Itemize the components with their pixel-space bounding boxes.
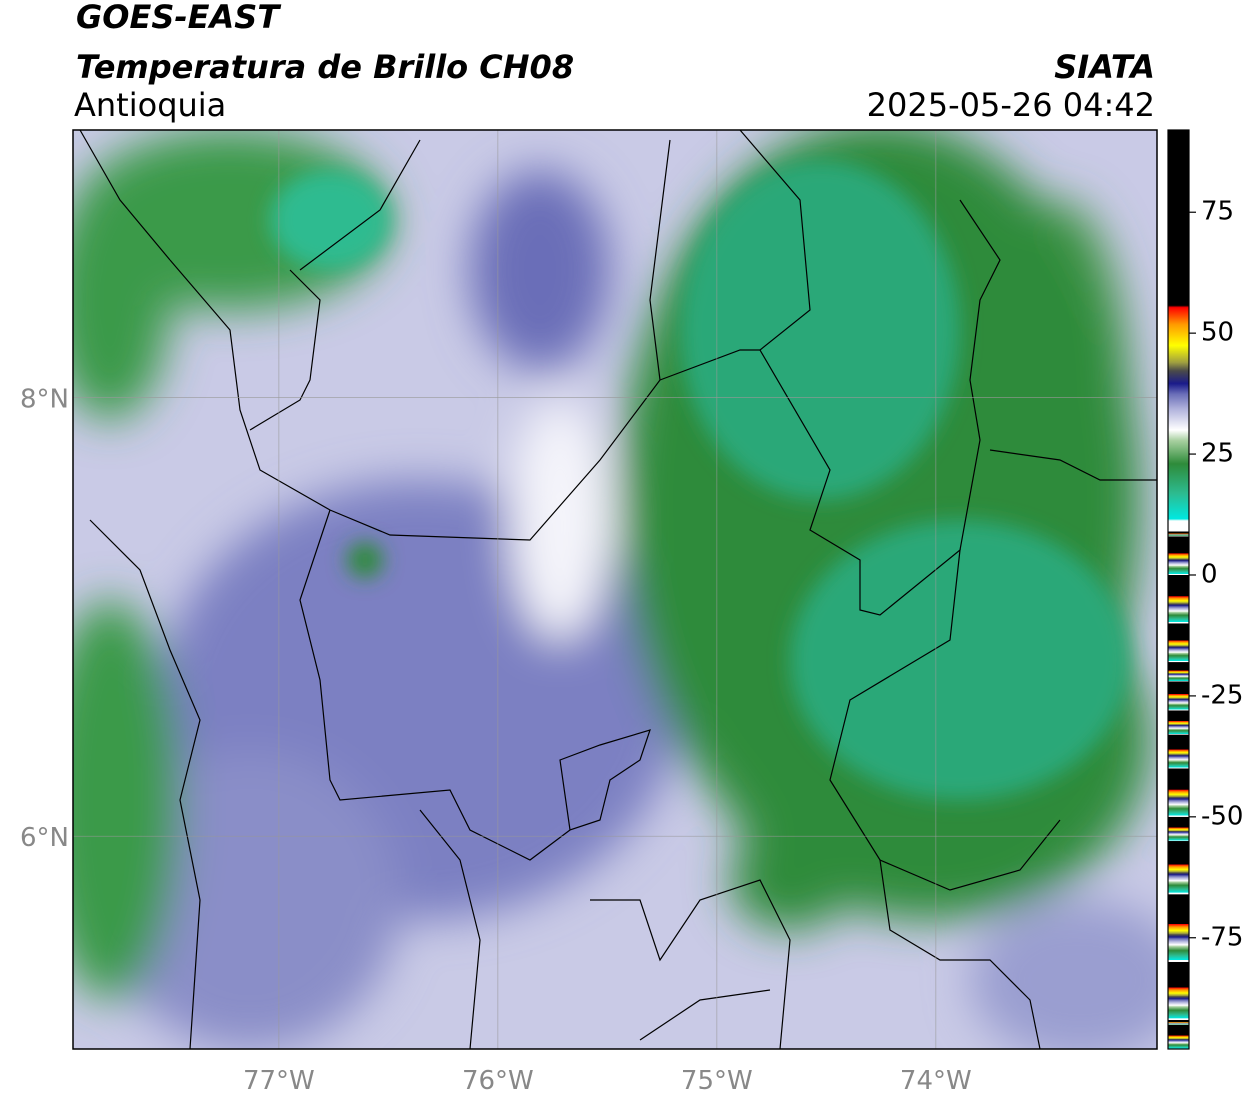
colorbar-segment: [1168, 1024, 1189, 1049]
map-frame: [72, 129, 1158, 1050]
colorbar-segment: [1168, 130, 1189, 532]
colorbar-segment: [1168, 681, 1189, 711]
colorbar-segment: [1168, 531, 1189, 537]
colorbar-segment: [1168, 816, 1189, 842]
colorbar-segment: [1168, 574, 1189, 624]
x-tick-label: 77°W: [243, 1066, 315, 1096]
colorbar-segment: [1168, 768, 1189, 817]
colorbar-segment: [1168, 961, 1189, 1020]
colorbar-segment: [1168, 734, 1189, 769]
x-tick-label: 75°W: [681, 1066, 753, 1096]
region: Antioquia: [74, 86, 226, 124]
title: GOES-EAST: [76, 0, 281, 36]
source: SIATA: [1054, 48, 1155, 86]
colorbar-tick-label: 50: [1201, 318, 1234, 348]
y-tick-label: 8°N: [20, 385, 69, 415]
grid: [73, 130, 1157, 1049]
x-tick-label: 74°W: [900, 1066, 972, 1096]
colorbar-segment: [1168, 662, 1189, 682]
colorbar-tick-label: -25: [1201, 680, 1243, 710]
colorbar-segment: [1168, 841, 1189, 895]
colorbar-tick-label: 0: [1201, 559, 1218, 589]
map-image: [73, 130, 1157, 1049]
colorbar-tick-label: -50: [1201, 801, 1243, 831]
colorbar-tick-label: -75: [1201, 922, 1243, 952]
colorbar-tick-label: 25: [1201, 439, 1234, 469]
colorbar: 75 50 25 0 -25 -50 -75: [1168, 130, 1243, 1049]
colorbar-segment: [1168, 894, 1189, 962]
colorbar-frame: [1167, 129, 1190, 1050]
colorbar-segment: [1168, 710, 1189, 735]
x-tick-label: 76°W: [462, 1066, 534, 1096]
colorbar-tick-label: 75: [1201, 197, 1234, 227]
timestamp: 2025-05-26 04:42: [867, 86, 1155, 124]
colorbar-segment: [1168, 536, 1189, 575]
subtitle: Temperatura de Brillo CH08: [76, 48, 574, 86]
colorbar-segment: [1168, 1019, 1189, 1025]
colorbar-segment: [1168, 623, 1189, 663]
y-tick-label: 6°N: [20, 823, 69, 853]
